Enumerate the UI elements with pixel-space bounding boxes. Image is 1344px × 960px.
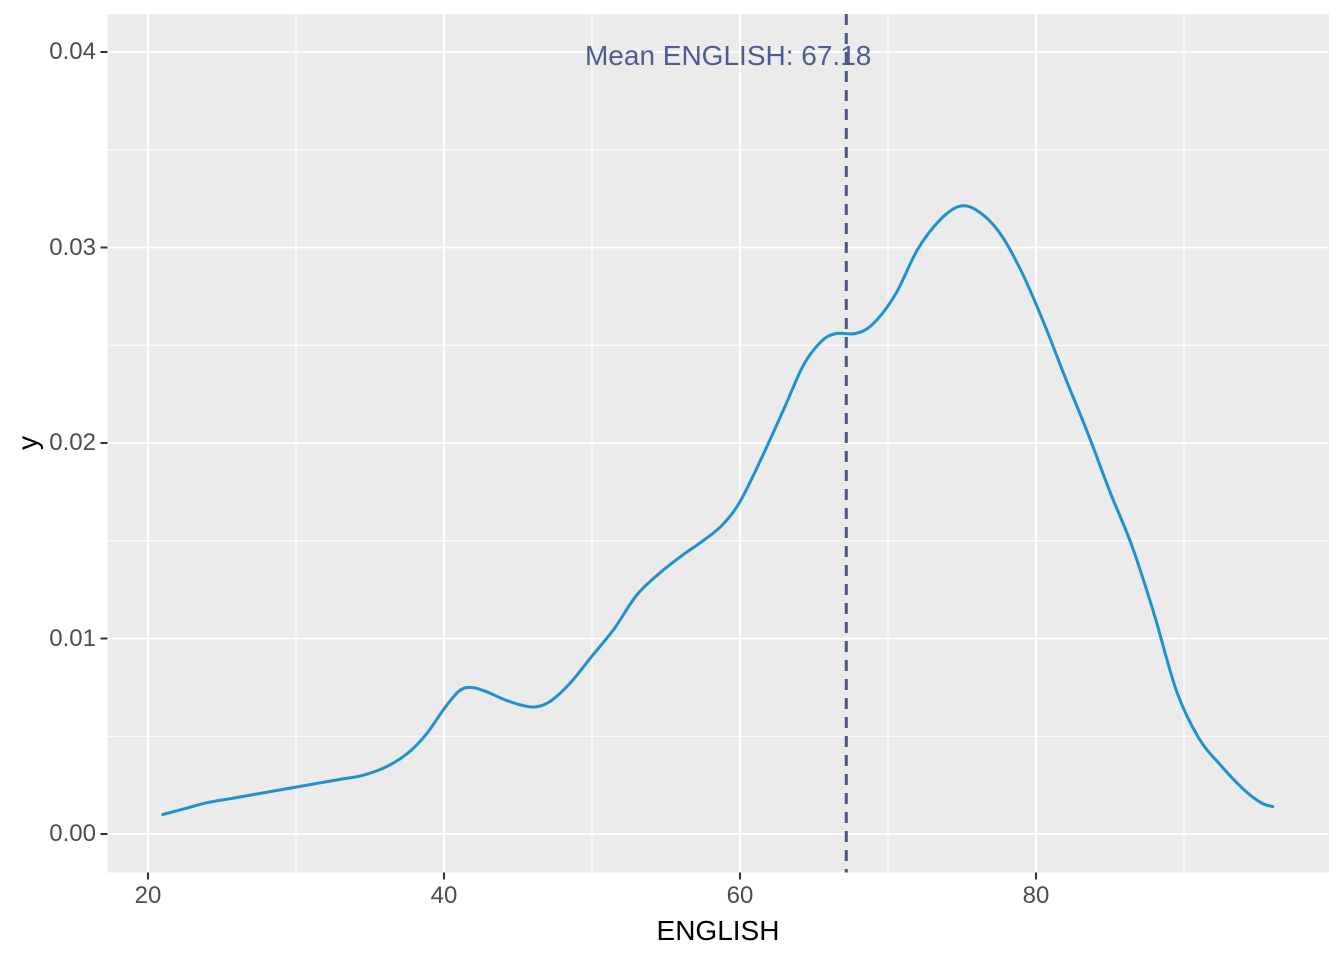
x-tick-label-20: 20 bbox=[134, 882, 162, 909]
y-tick-label-0.01: 0.01 bbox=[49, 624, 96, 652]
density-curve bbox=[161, 204, 1275, 816]
x-tick-label-80: 80 bbox=[1022, 882, 1050, 909]
y-tick-label-0.02: 0.02 bbox=[49, 429, 96, 456]
mean-annotation-text: Mean ENGLISH: 67.18 bbox=[584, 39, 872, 71]
y-tick-label-0.00: 0.00 bbox=[49, 820, 96, 847]
y-tick-label-0.03: 0.03 bbox=[49, 233, 96, 261]
x-tick-label-40: 40 bbox=[430, 882, 458, 909]
x-axis-title: ENGLISH bbox=[656, 915, 780, 946]
x-tick-label-60: 60 bbox=[726, 882, 754, 909]
y-tick-label-0.04: 0.04 bbox=[49, 38, 96, 65]
